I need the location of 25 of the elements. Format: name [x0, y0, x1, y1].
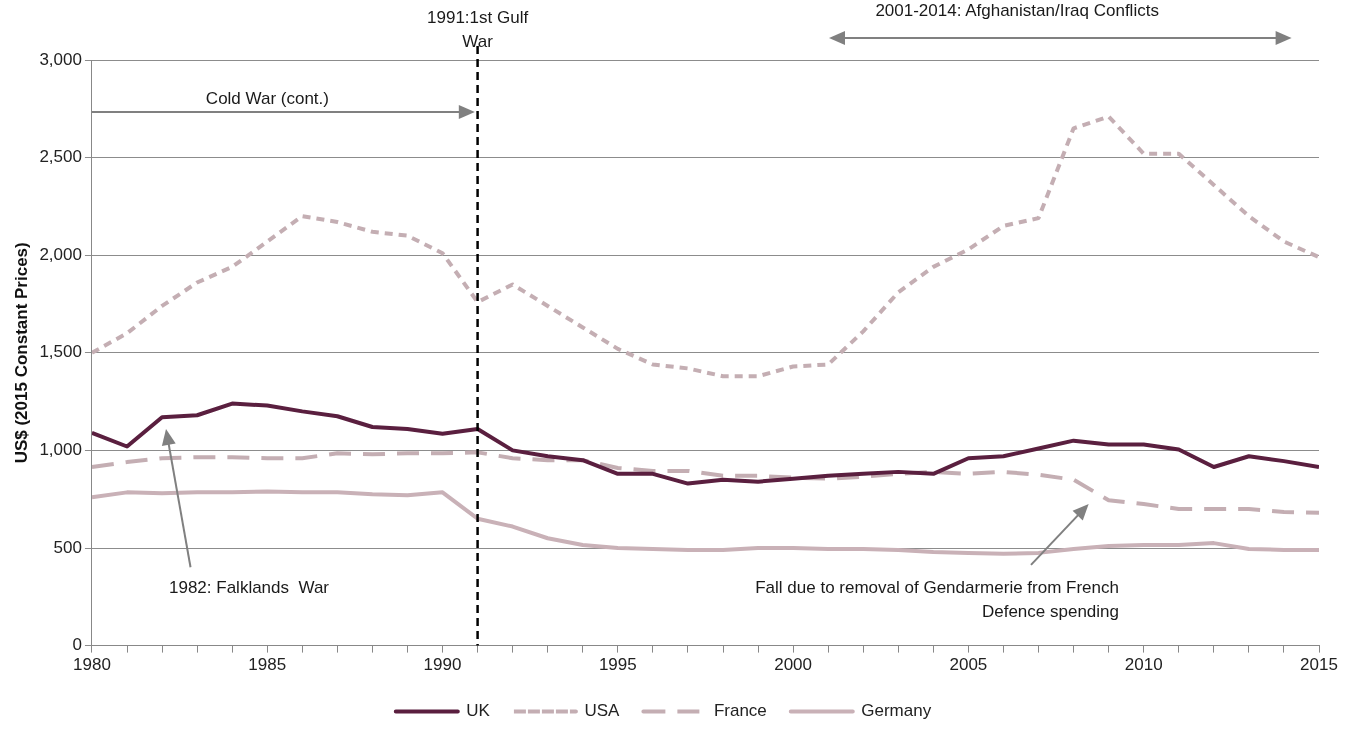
x-tick-label: 1985 [248, 655, 287, 675]
y-axis-title: US$ (2015 Constant Prices) [11, 242, 31, 464]
x-tick-label: 2000 [774, 655, 813, 675]
y-tick-label: 2,500 [39, 147, 82, 167]
x-tick-label: 2015 [1300, 655, 1338, 675]
x-tick-label: 1980 [73, 655, 111, 675]
x-tick-label: 2010 [1124, 655, 1163, 675]
legend-label: USA [584, 701, 621, 721]
x-tick-label: 1990 [423, 655, 462, 675]
y-tick-label: 1,500 [39, 342, 82, 362]
annotation: 1982: Falklands War [169, 577, 330, 597]
y-tick-label: 0 [72, 635, 82, 655]
annotation: Fall due to removal of Gendarmerie from French Defence spending [755, 577, 1119, 621]
y-tick-label: 500 [53, 537, 82, 557]
x-tick-label: 1995 [598, 655, 637, 675]
x-tick-label: 2005 [949, 655, 988, 675]
y-tick-label: 1,000 [39, 440, 82, 460]
ref-line-label: 1991:1st Gulf War [427, 8, 529, 51]
y-tick-label: 3,000 [39, 49, 82, 69]
legend-label: France [713, 701, 767, 721]
text: 2001-2014: Afghanistan/Iraq Conflicts [875, 1, 1159, 21]
legend-label: Germany [861, 701, 932, 721]
legend-label: UK [466, 701, 491, 721]
y-tick-label: 2,000 [39, 244, 82, 264]
annotation: Cold War (cont.) [205, 88, 329, 108]
